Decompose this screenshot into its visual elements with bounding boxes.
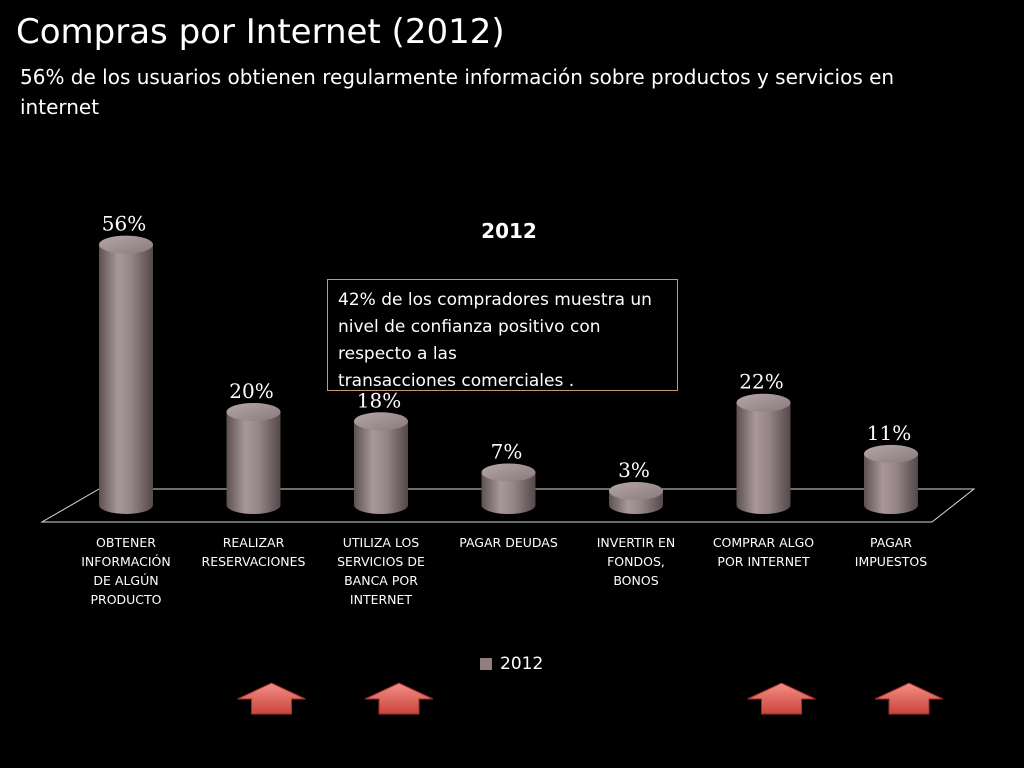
bar-body — [481, 472, 536, 514]
bar-top — [226, 403, 281, 421]
bars-layer — [99, 235, 918, 514]
category-label: OBTENER INFORMACIÓN DE ALGÚN PRODUCTO — [81, 535, 171, 607]
bar-top — [609, 482, 663, 501]
up-arrow-icon — [747, 682, 816, 715]
category-label: PAGAR IMPUESTOS — [854, 535, 928, 569]
slide-title: Compras por Internet (2012) — [16, 12, 505, 52]
callout-line: transacciones comerciales . — [338, 371, 575, 391]
bar-body — [864, 453, 918, 514]
category-label: PAGAR DEUDAS — [459, 535, 558, 550]
legend-swatch — [480, 658, 492, 670]
up-arrow-icon — [874, 682, 944, 715]
chart-floor — [40, 488, 976, 523]
bar-top — [864, 444, 918, 463]
up-arrow-icon — [237, 682, 306, 715]
data-label: 7% — [491, 439, 523, 463]
data-label: 56% — [102, 212, 146, 236]
legend-label: 2012 — [500, 654, 544, 674]
data-label: 3% — [618, 458, 650, 482]
bar-top — [354, 412, 408, 431]
bar-body — [354, 421, 408, 514]
bar — [99, 235, 153, 514]
data-label: 11% — [867, 421, 911, 445]
data-label: 18% — [357, 388, 401, 412]
category-label: INVERTIR EN FONDOS, BONOS — [596, 535, 676, 588]
bar-body — [99, 244, 153, 514]
bar — [354, 412, 408, 514]
data-labels-layer: 56% 20% 18% 7% 3% 22% 11% — [102, 212, 911, 482]
callout-line: nivel de confianza positivo con — [338, 317, 601, 337]
chart-title: 2012 — [481, 219, 537, 243]
bar-top — [736, 393, 791, 412]
category-label: UTILIZA LOS SERVICIOS DE BANCA POR INTERNET — [337, 535, 425, 607]
highlight-arrows-layer — [237, 682, 944, 715]
callout-box: 42% de los compradores muestra un nivel … — [327, 279, 678, 391]
bar — [481, 463, 536, 514]
bar — [609, 482, 663, 514]
bar — [736, 393, 791, 514]
data-label: 22% — [739, 370, 783, 394]
bar-body — [736, 402, 791, 514]
legend: 2012 — [480, 654, 543, 674]
slide-subtitle: 56% de los usuarios obtienen regularment… — [20, 65, 895, 119]
category-label: REALIZAR RESERVACIONES — [201, 535, 306, 569]
bar-body — [226, 412, 281, 514]
data-label: 20% — [229, 379, 273, 403]
bar-top — [481, 463, 536, 482]
bar — [226, 403, 281, 514]
bar-top — [99, 235, 153, 254]
up-arrow-icon — [364, 682, 434, 715]
category-label: COMPRAR ALGO POR INTERNET — [712, 535, 815, 569]
bar — [864, 444, 918, 514]
callout-line: 42% de los compradores muestra un — [338, 290, 652, 310]
callout-line: respecto a las — [338, 344, 457, 364]
